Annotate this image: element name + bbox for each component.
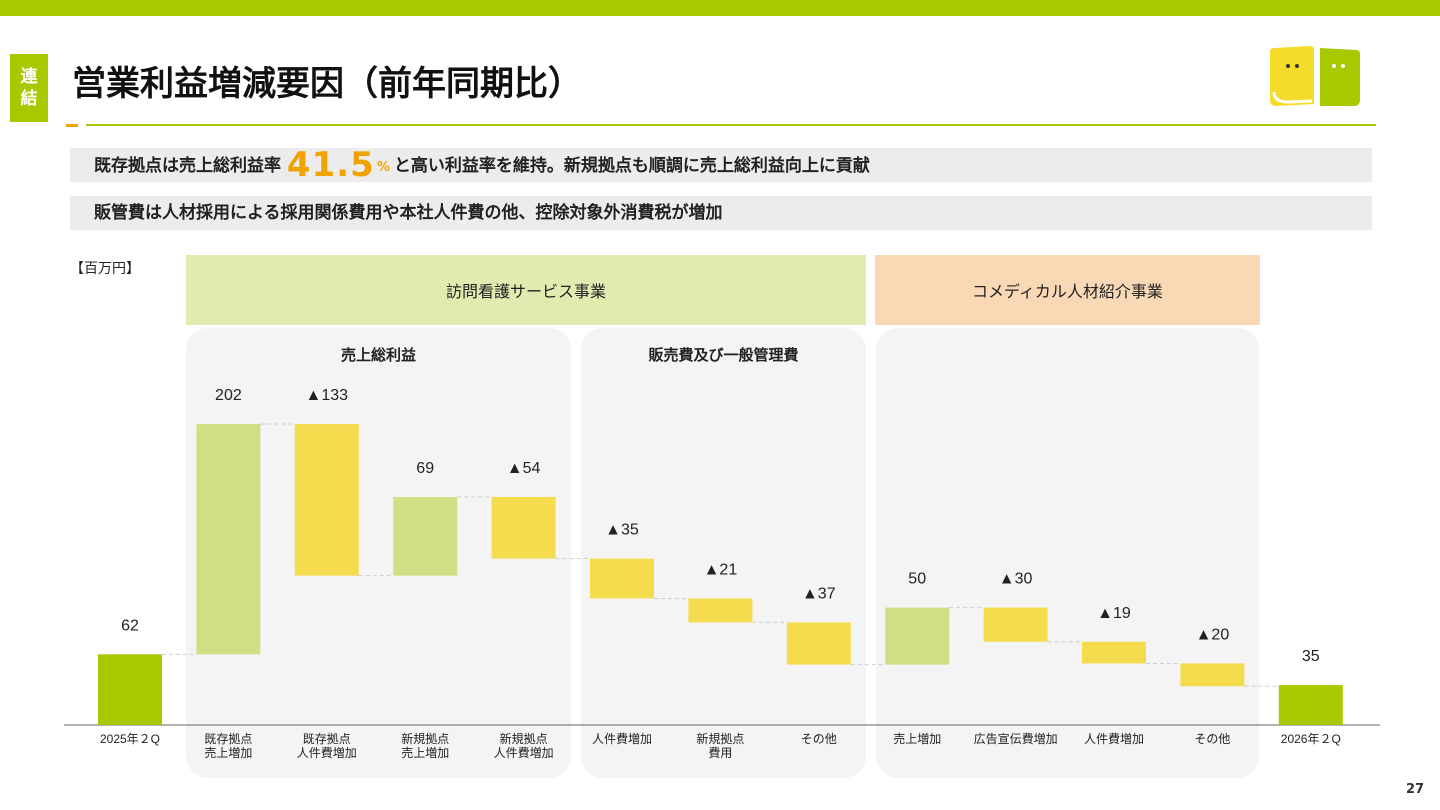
data-label-13: 35	[1302, 648, 1320, 665]
category-label-7-2: 費用	[708, 745, 732, 760]
bar-3	[294, 424, 359, 576]
data-label-1: 62	[121, 617, 139, 634]
category-label-12-1: その他	[1194, 732, 1230, 746]
data-label-3: ▲133	[306, 387, 349, 404]
category-label-8-1: その他	[801, 732, 837, 746]
category-label-13-1: 2026年２Q	[1281, 732, 1341, 746]
title-rule	[86, 124, 1376, 126]
summary-line-2: 販管費は人材採用による採用関係費用や本社人件費の他、控除対象外消費税が増加	[70, 196, 1372, 230]
data-label-4: 69	[416, 460, 434, 477]
bar-5	[491, 497, 556, 559]
gross-margin-unit: %	[376, 160, 390, 175]
summary-line-1: 既存拠点は売上総利益率 41.5% と高い利益率を維持。新規拠点も順調に売上総利益…	[70, 148, 1372, 182]
category-label-1-1: 2025年２Q	[100, 732, 160, 746]
panel-title-gross-profit: 売上総利益	[340, 346, 416, 364]
bar-6	[590, 558, 654, 599]
top-accent-bar	[0, 0, 1440, 16]
panel-staffing	[876, 328, 1259, 778]
category-label-2-2: 売上増加	[204, 745, 252, 760]
data-label-12: ▲20	[1196, 626, 1230, 643]
summary-line-1-pre: 既存拠点は売上総利益率	[94, 156, 281, 176]
panel-title-sga: 販売費及び一般管理費	[648, 346, 799, 364]
segment-header-staffing: コメディカル人材紹介事業	[875, 255, 1260, 325]
category-label-7-1: 新規拠点	[696, 731, 744, 746]
bar-9	[885, 607, 950, 665]
segment-header-nursing: 訪問看護サービス事業	[186, 255, 866, 325]
unit-label: 【百万円】	[70, 261, 140, 277]
bar-11	[1082, 641, 1146, 664]
data-label-11: ▲19	[1097, 605, 1131, 622]
page-title: 営業利益増減要因（前年同期比）	[72, 64, 582, 104]
bar-7	[688, 598, 753, 623]
category-label-9-1: 売上増加	[893, 731, 941, 746]
bar-12	[1180, 663, 1245, 687]
category-label-3-2: 人件費増加	[297, 745, 357, 760]
category-label-2-1: 既存拠点	[204, 732, 252, 746]
data-label-9: 50	[908, 571, 926, 588]
panel-sga	[581, 328, 866, 778]
category-label-10-1: 広告宣伝費増加	[974, 731, 1058, 746]
company-logo-icon	[1270, 46, 1360, 106]
category-label-4-2: 売上増加	[401, 745, 449, 760]
data-label-6: ▲35	[605, 522, 639, 539]
page-number: 27	[1406, 782, 1425, 797]
category-label-6-1: 人件費増加	[592, 731, 652, 746]
data-label-7: ▲21	[704, 561, 738, 578]
consolidated-badge: 連 結	[10, 54, 48, 122]
bar-1	[98, 654, 162, 725]
category-label-3-1: 既存拠点	[303, 732, 351, 746]
bar-2	[196, 424, 261, 655]
summary-line-1-post: と高い利益率を維持。新規拠点も順調に売上総利益向上に貢献	[393, 156, 870, 176]
category-label-5-2: 人件費増加	[494, 745, 554, 760]
title-rule-accent	[66, 124, 78, 127]
bar-8	[786, 622, 851, 665]
category-label-11-1: 人件費増加	[1084, 731, 1144, 746]
bar-13	[1278, 685, 1343, 725]
bar-4	[393, 497, 458, 576]
data-label-10: ▲30	[999, 571, 1033, 588]
data-label-5: ▲54	[507, 460, 541, 477]
data-label-8: ▲37	[802, 585, 836, 602]
category-label-4-1: 新規拠点	[401, 731, 449, 746]
bar-10	[983, 607, 1048, 642]
category-label-5-1: 新規拠点	[500, 731, 548, 746]
badge-char-1: 連	[20, 67, 38, 87]
data-label-2: 202	[215, 387, 242, 404]
badge-char-2: 結	[20, 89, 38, 109]
gross-margin-value: 41.5	[286, 145, 375, 185]
